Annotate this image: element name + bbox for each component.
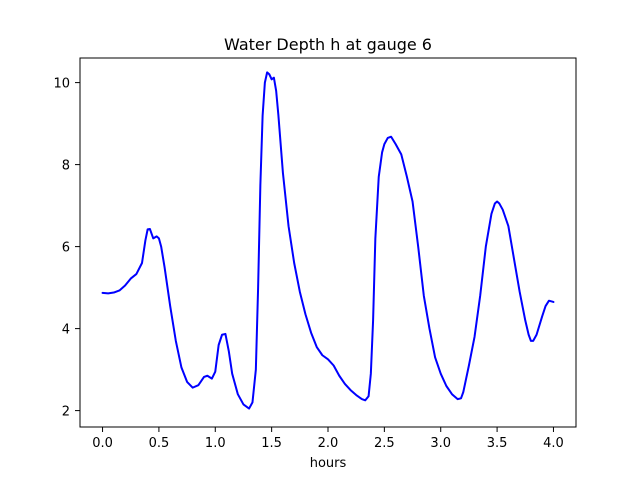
plot-border xyxy=(79,57,577,428)
y-tick-label: 10 xyxy=(53,77,70,92)
x-axis-ticks: 0.0 0.5 1.0 1.5 2.0 2.5 3.0 3.5 4.0 xyxy=(92,427,564,451)
y-tick-label: 6 xyxy=(62,241,70,256)
x-tick-label: 0.5 xyxy=(149,436,170,451)
y-tick-label: 2 xyxy=(62,405,70,420)
y-tick-label: 4 xyxy=(62,323,70,338)
y-tick-label: 8 xyxy=(62,159,70,174)
x-tick-label: 1.5 xyxy=(261,436,282,451)
x-tick-label: 3.0 xyxy=(430,436,451,451)
chart-title: Water Depth h at gauge 6 xyxy=(224,35,432,54)
x-tick-label: 4.0 xyxy=(543,436,564,451)
series-line-0 xyxy=(101,71,555,410)
series-layer xyxy=(101,71,555,410)
x-tick-label: 1.0 xyxy=(205,436,226,451)
x-tick-label: 0.0 xyxy=(92,436,113,451)
plot-frame xyxy=(79,57,577,428)
x-tick-label: 2.5 xyxy=(374,436,395,451)
x-axis-label: hours xyxy=(310,456,347,471)
x-tick-label: 2.0 xyxy=(318,436,339,451)
x-tick-label: 3.5 xyxy=(487,436,508,451)
y-axis-ticks: 2 4 6 8 10 xyxy=(53,77,80,420)
